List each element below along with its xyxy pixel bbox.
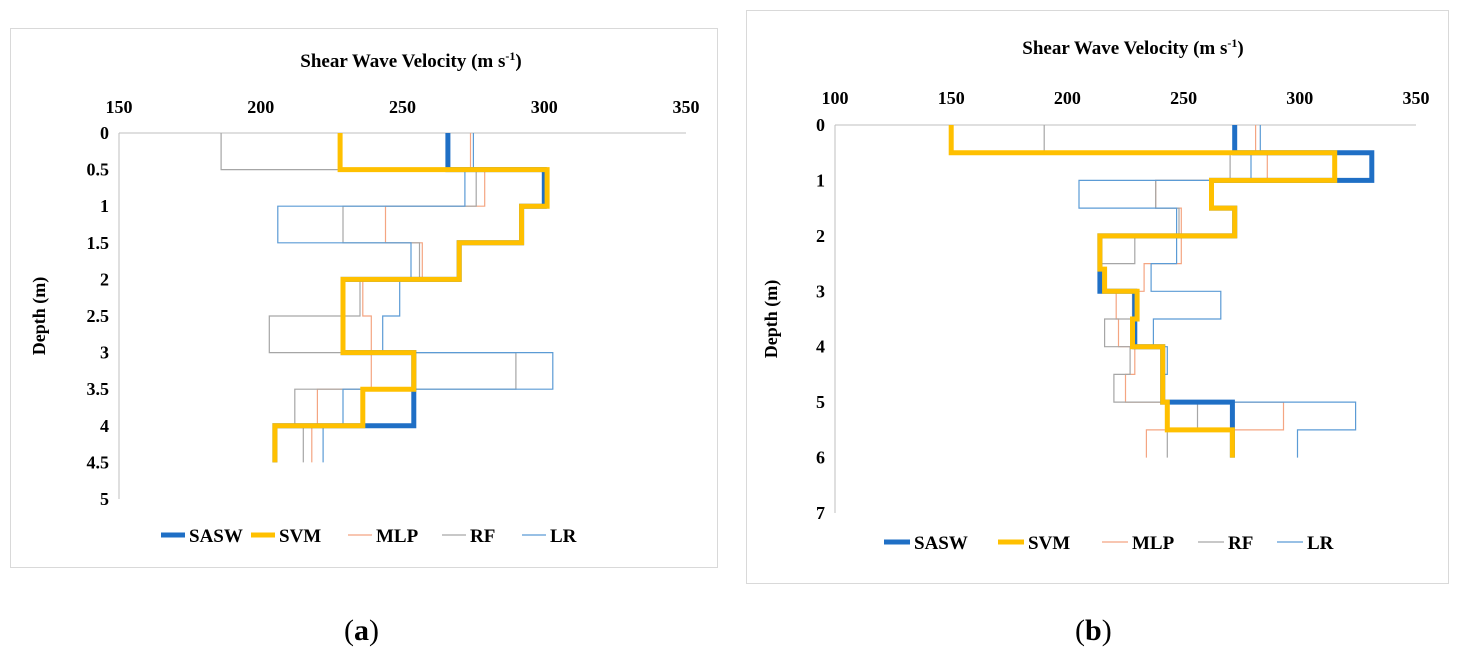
x-tick-label: 350 xyxy=(673,97,700,117)
x-tick-label: 250 xyxy=(1170,88,1197,108)
legend-label-mlp: MLP xyxy=(1132,533,1175,554)
chart-title: Shear Wave Velocity (m s-1) xyxy=(300,49,521,72)
x-tick-label: 250 xyxy=(389,97,416,117)
legend-label-rf: RF xyxy=(470,526,495,547)
caption-a-close: ) xyxy=(369,614,379,647)
x-tick-label: 300 xyxy=(531,97,558,117)
x-tick-label: 150 xyxy=(938,88,965,108)
series-line-rf xyxy=(220,133,517,463)
x-tick-label: 200 xyxy=(247,97,274,117)
series-line-mlp xyxy=(311,133,486,463)
chart-title-main: Shear Wave Velocity (m s xyxy=(1022,38,1227,59)
y-tick-label: 5 xyxy=(100,489,109,509)
y-tick-label: 2 xyxy=(816,226,825,246)
y-tick-label: 2.5 xyxy=(87,306,110,326)
series-line-lr xyxy=(277,133,554,463)
chart-title-superscript: -1 xyxy=(1227,36,1237,50)
y-tick-label: 4 xyxy=(100,416,109,436)
y-tick-label: 1 xyxy=(100,196,109,216)
series-line-svm xyxy=(272,133,550,463)
y-axis-label: Depth (m) xyxy=(29,277,50,356)
chart-title: Shear Wave Velocity (m s-1) xyxy=(1022,36,1243,59)
y-tick-label: 4.5 xyxy=(87,452,110,472)
legend-label-lr: LR xyxy=(1307,533,1334,554)
legend-label-mlp: MLP xyxy=(376,526,419,547)
y-tick-label: 1 xyxy=(816,170,825,190)
y-tick-label: 0 xyxy=(100,123,109,143)
caption-a: (a) xyxy=(344,614,379,648)
legend-label-rf: RF xyxy=(1228,533,1253,554)
chart-a-svg: Shear Wave Velocity (m s-1)150 200 250 300 3… xyxy=(29,49,700,547)
x-tick-label: 150 xyxy=(106,97,133,117)
x-tick-label: 300 xyxy=(1286,88,1313,108)
y-tick-label: 6 xyxy=(816,448,825,468)
legend-label-sasw: SASW xyxy=(914,533,968,554)
caption-b-letter: b xyxy=(1085,614,1102,647)
x-tick-label: 100 xyxy=(822,88,849,108)
caption-b-open: ( xyxy=(1075,614,1085,647)
y-tick-label: 3 xyxy=(100,343,109,363)
y-tick-label: 3.5 xyxy=(87,379,110,399)
y-axis-label: Depth (m) xyxy=(761,280,782,359)
y-tick-label: 4 xyxy=(816,337,825,357)
chart-b-svg: Shear Wave Velocity (m s-1)100 150 200 250 3… xyxy=(761,36,1430,554)
legend-label-svm: SVM xyxy=(1028,533,1070,554)
chart-title-main: Shear Wave Velocity (m s xyxy=(300,51,505,72)
y-tick-label: 0 xyxy=(816,115,825,135)
legend-label-lr: LR xyxy=(550,526,577,547)
y-tick-label: 0.5 xyxy=(87,160,110,180)
series-line-sasw xyxy=(272,133,547,463)
caption-a-letter: a xyxy=(354,614,369,647)
y-tick-label: 1.5 xyxy=(87,233,110,253)
caption-a-open: ( xyxy=(344,614,354,647)
legend-label-sasw: SASW xyxy=(189,526,243,547)
chart-title-suffix: ) xyxy=(1237,38,1243,59)
series-line-svm xyxy=(948,125,1338,458)
chart-title-suffix: ) xyxy=(515,51,521,72)
caption-b-close: ) xyxy=(1101,614,1112,647)
y-tick-label: 3 xyxy=(816,281,825,301)
caption-b: (b) xyxy=(1075,614,1112,648)
legend-label-svm: SVM xyxy=(279,526,321,547)
y-tick-label: 2 xyxy=(100,269,109,289)
y-tick-label: 7 xyxy=(816,503,825,523)
chart-panel-a: Shear Wave Velocity (m s-1) 150 200 250 300 3… xyxy=(10,28,718,568)
x-tick-label: 350 xyxy=(1403,88,1430,108)
y-tick-label: 5 xyxy=(816,392,825,412)
chart-panel-b: Shear Wave Velocity (m s-1) 100 150 200 250 3… xyxy=(746,10,1449,584)
x-tick-label: 200 xyxy=(1054,88,1081,108)
chart-title-superscript: -1 xyxy=(505,49,515,63)
